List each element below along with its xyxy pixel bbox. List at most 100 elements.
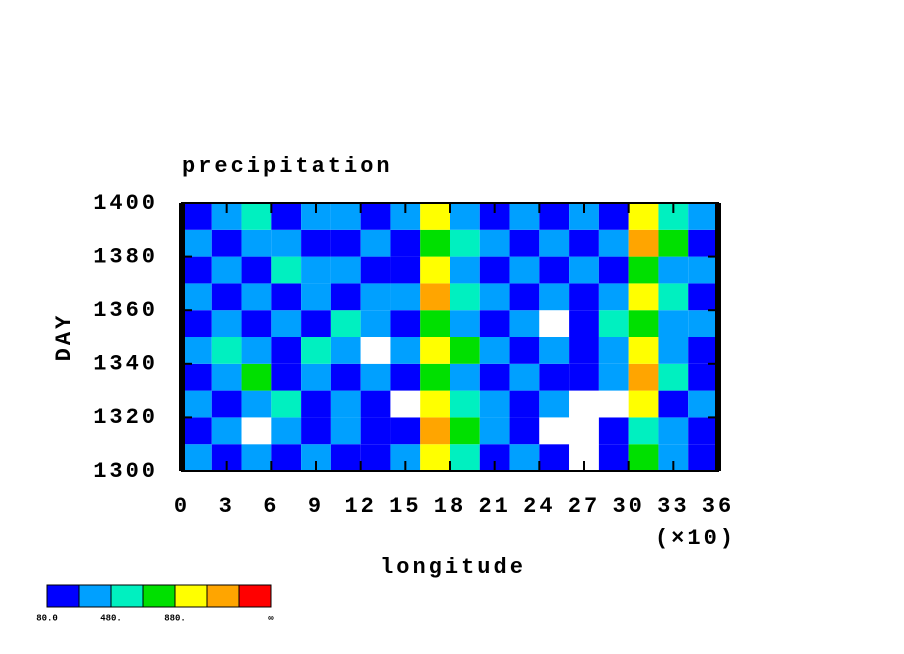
field-cell — [301, 256, 331, 284]
colorbar-swatch — [46, 584, 80, 608]
field-cell — [658, 229, 689, 257]
field-cell — [628, 417, 659, 445]
field-cell — [658, 256, 689, 284]
x-tick-label: 6 — [263, 494, 279, 519]
x-tick-label: 12 — [344, 494, 376, 519]
field-cell — [598, 310, 629, 337]
colorbar-label: 480. — [100, 613, 122, 623]
field-cell — [598, 363, 629, 391]
field-cell — [182, 390, 212, 418]
field-cell — [390, 363, 421, 391]
field-cell — [360, 390, 391, 418]
field-cell — [598, 337, 629, 364]
field-cell — [688, 203, 718, 230]
field-cell — [479, 283, 510, 311]
field-cell — [211, 283, 242, 311]
x-tick-label: 24 — [523, 494, 555, 519]
field-cell — [509, 203, 540, 230]
field-cell — [241, 256, 272, 284]
field-cell — [330, 417, 361, 445]
field-cell — [271, 310, 302, 337]
field-cell — [360, 283, 391, 311]
colorbar-label: 880. — [164, 613, 186, 623]
colorbar-swatch — [238, 584, 272, 608]
x-tick-label: 33 — [657, 494, 689, 519]
field-cell — [330, 444, 361, 471]
field-cell — [211, 310, 242, 337]
colorbar-swatch — [206, 584, 240, 608]
y-tick-label: 1340 — [93, 352, 158, 377]
field-cell — [360, 444, 391, 471]
field-cell — [450, 203, 480, 230]
field-cell — [330, 310, 361, 337]
field-cell — [271, 444, 302, 471]
field-cell — [628, 390, 659, 418]
x-scale-label: (×10) — [655, 526, 736, 551]
field-cell — [539, 337, 570, 364]
field-cell — [301, 337, 331, 364]
field-cell — [598, 390, 629, 418]
field-cell — [628, 229, 659, 257]
field-cell — [182, 417, 212, 445]
field-cell — [211, 256, 242, 284]
field-cell — [330, 229, 361, 257]
field-cell — [688, 337, 718, 364]
field-cell — [301, 417, 331, 445]
x-axis-label: longitude — [380, 555, 526, 580]
field-cell — [182, 444, 212, 471]
field-cell — [301, 390, 331, 418]
field-cell — [598, 417, 629, 445]
x-tick-label: 30 — [612, 494, 644, 519]
field-cell — [420, 310, 450, 337]
field-cell — [628, 363, 659, 391]
y-tick-label: 1380 — [93, 244, 158, 269]
field-cell — [539, 256, 570, 284]
field-cell — [569, 390, 599, 418]
field-cell — [658, 310, 689, 337]
field-cell — [598, 256, 629, 284]
field-cell — [360, 256, 391, 284]
field-cell — [509, 310, 540, 337]
field-cell — [271, 417, 302, 445]
y-tick-label: 1400 — [93, 191, 158, 216]
colorbar-swatch — [110, 584, 144, 608]
field-cell — [569, 337, 599, 364]
field-cell — [390, 310, 421, 337]
field-cell — [211, 363, 242, 391]
field-cell — [539, 283, 570, 311]
left-edge-bar — [179, 203, 185, 471]
field-cell — [688, 444, 718, 471]
field-cell — [539, 417, 570, 445]
field-cell — [509, 390, 540, 418]
field-cell — [182, 203, 212, 230]
field-cell — [628, 337, 659, 364]
field-cell — [569, 363, 599, 391]
field-cell — [241, 363, 272, 391]
field-cell — [241, 229, 272, 257]
field-cell — [360, 363, 391, 391]
field-cell — [330, 283, 361, 311]
field-cell — [688, 310, 718, 337]
field-cell — [539, 363, 570, 391]
field-cell — [420, 229, 450, 257]
field-cell — [598, 229, 629, 257]
field-cell — [628, 203, 659, 230]
field-cell — [211, 229, 242, 257]
colorbar-swatch — [142, 584, 176, 608]
y-tick-label: 1300 — [93, 459, 158, 484]
y-tick-label: 1360 — [93, 298, 158, 323]
field-cell — [420, 256, 450, 284]
field-cell — [390, 283, 421, 311]
field-cell — [450, 229, 480, 257]
field-cell — [688, 363, 718, 391]
x-tick-label: 3 — [219, 494, 235, 519]
field-cell — [509, 444, 540, 471]
field-cell — [509, 363, 540, 391]
field-cell — [360, 417, 391, 445]
field-cell — [330, 363, 361, 391]
field-cell — [390, 256, 421, 284]
colorbar-swatch — [174, 584, 208, 608]
field-cell — [569, 310, 599, 337]
field-cell — [450, 417, 480, 445]
